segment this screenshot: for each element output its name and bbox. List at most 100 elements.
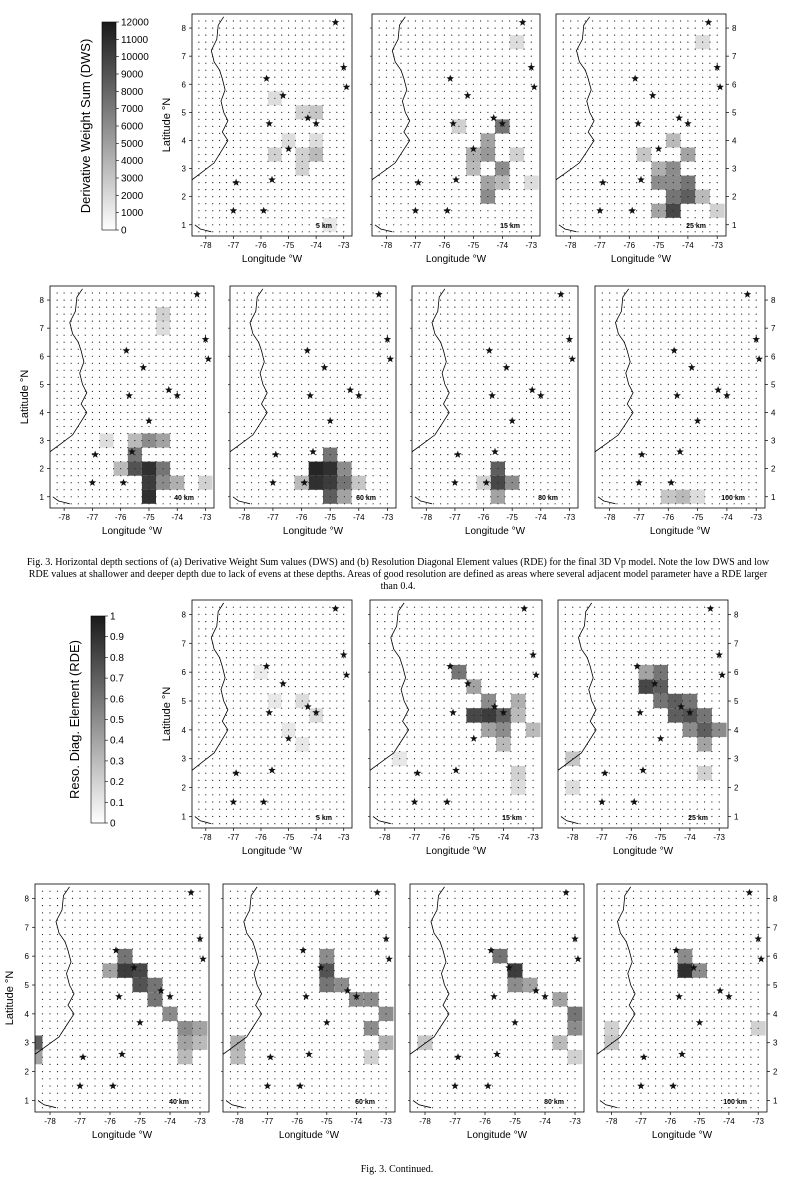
grid-node xyxy=(623,440,625,442)
grid-node xyxy=(127,313,129,315)
grid-node xyxy=(98,418,101,421)
grid-node xyxy=(315,175,317,177)
grid-node xyxy=(393,97,395,99)
grid-node xyxy=(77,334,79,336)
grid-node xyxy=(400,118,402,120)
grid-node xyxy=(719,292,721,294)
grid-node xyxy=(294,196,296,198)
grid-node xyxy=(547,440,549,442)
grid-node xyxy=(329,355,331,357)
grid-node xyxy=(443,34,445,36)
grid-node xyxy=(601,376,603,378)
grid-node xyxy=(301,390,303,392)
grid-node xyxy=(294,175,296,177)
grid-node xyxy=(301,468,303,470)
grid-node xyxy=(365,468,367,470)
grid-node xyxy=(274,83,276,85)
grid-node xyxy=(236,447,238,449)
grid-node xyxy=(716,203,718,205)
grid-node xyxy=(70,489,72,491)
grid-node xyxy=(592,27,594,29)
grid-node xyxy=(414,90,416,92)
grid-node xyxy=(293,447,295,449)
grid-node xyxy=(658,111,660,113)
grid-node xyxy=(253,34,255,36)
grid-node xyxy=(379,397,381,399)
grid-node xyxy=(120,376,122,378)
grid-node xyxy=(592,203,594,205)
grid-node xyxy=(451,27,453,29)
grid-node xyxy=(554,327,556,329)
grid-node xyxy=(562,175,564,177)
grid-node xyxy=(504,475,506,477)
grid-node xyxy=(351,383,353,385)
grid-node xyxy=(336,111,338,113)
grid-node xyxy=(183,320,185,322)
grid-node xyxy=(253,76,255,78)
grid-node xyxy=(246,231,248,233)
grid-node xyxy=(621,27,623,29)
grid-node xyxy=(719,355,721,357)
grid-node xyxy=(606,153,608,156)
grid-node xyxy=(212,203,214,205)
grid-node xyxy=(162,447,164,449)
grid-node xyxy=(726,482,728,484)
grid-node xyxy=(667,475,669,477)
grid-node xyxy=(447,503,449,505)
grid-node xyxy=(198,34,200,36)
grid-node xyxy=(422,62,424,64)
grid-node xyxy=(386,482,388,484)
grid-node xyxy=(606,168,608,170)
station-star xyxy=(454,450,462,458)
x-tick-label: -76 xyxy=(478,513,490,522)
grid-node xyxy=(148,447,150,449)
grid-node xyxy=(716,104,718,106)
grid-node xyxy=(665,203,667,205)
grid-node xyxy=(293,306,295,308)
grid-node xyxy=(365,348,367,350)
grid-node xyxy=(675,320,677,322)
grid-node xyxy=(440,369,442,371)
station-star xyxy=(502,363,511,371)
grid-node xyxy=(623,411,625,414)
grid-node xyxy=(436,83,438,85)
grid-node xyxy=(379,327,381,329)
grid-node xyxy=(279,475,281,477)
grid-node xyxy=(719,503,721,505)
grid-node xyxy=(127,496,129,498)
grid-node xyxy=(490,461,492,463)
grid-node xyxy=(336,468,338,470)
grid-node xyxy=(694,168,696,170)
grid-node xyxy=(726,390,728,392)
grid-node xyxy=(429,111,431,113)
grid-node xyxy=(351,475,353,477)
coastline xyxy=(230,288,268,453)
grid-node xyxy=(680,168,682,170)
grid-node xyxy=(525,411,528,414)
grid-node xyxy=(169,461,171,463)
grid-node xyxy=(483,355,485,357)
grid-node xyxy=(516,196,518,198)
grid-node xyxy=(141,390,143,392)
grid-node xyxy=(694,111,696,113)
grid-node xyxy=(225,224,228,226)
grid-node xyxy=(638,369,640,371)
grid-node xyxy=(660,489,662,491)
grid-node xyxy=(294,41,296,43)
grid-node xyxy=(155,503,157,505)
grid-node xyxy=(518,432,520,435)
grid-node xyxy=(504,348,506,350)
grid-node xyxy=(281,203,283,205)
grid-node xyxy=(645,454,647,456)
grid-node xyxy=(358,425,360,428)
grid-node xyxy=(704,489,706,491)
grid-node xyxy=(704,404,706,406)
station-star xyxy=(446,74,454,82)
grid-node xyxy=(204,503,207,505)
grid-node xyxy=(530,168,532,170)
grid-node xyxy=(239,76,241,78)
grid-node xyxy=(162,390,164,392)
grid-node xyxy=(120,320,122,322)
grid-node xyxy=(643,83,645,85)
grid-node xyxy=(343,20,345,22)
